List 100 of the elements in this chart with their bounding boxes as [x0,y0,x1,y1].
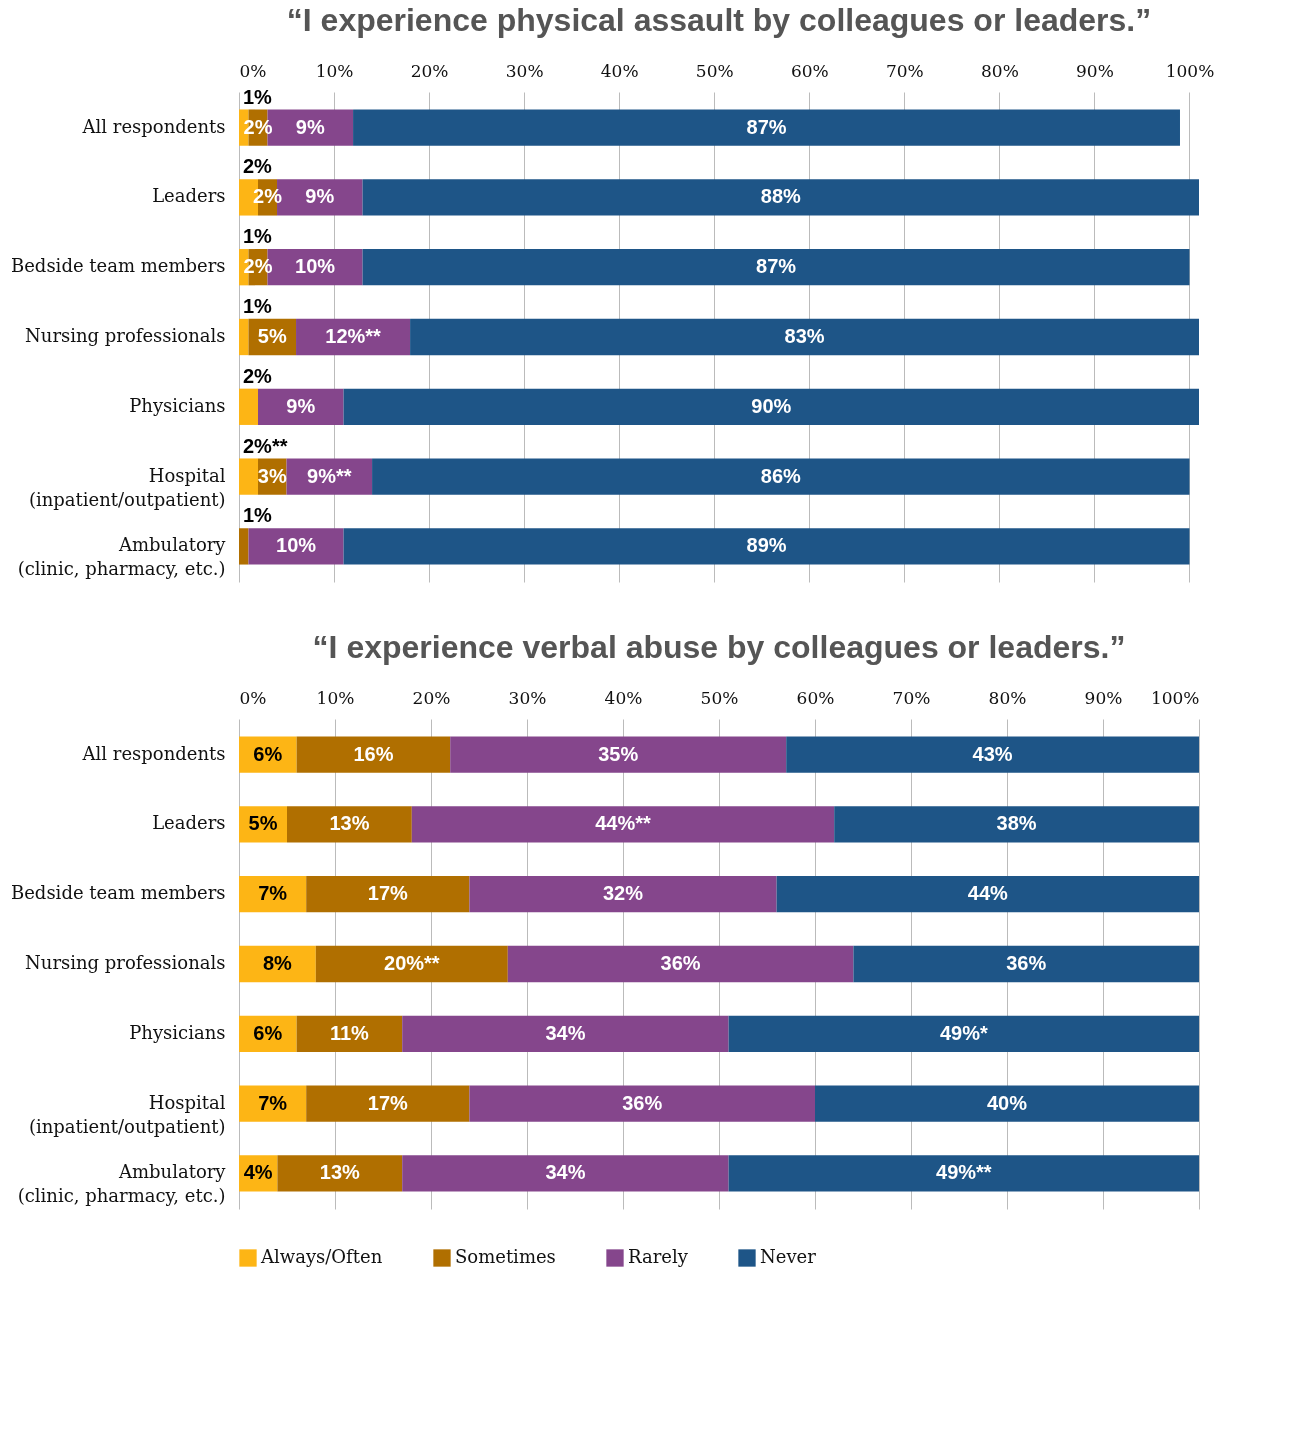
data-label: 10% [295,255,336,278]
data-label: 12%** [325,325,382,347]
x-tick-label: 50% [700,687,739,708]
data-label: 1% [243,504,273,527]
bar [834,806,1199,843]
data-label: 36% [622,1091,663,1114]
bar [410,318,1199,356]
legend-label: Sometimes [455,1246,556,1267]
bar [287,806,412,843]
data-label: 43% [972,742,1013,765]
bar [239,1085,307,1122]
bar [776,876,1199,913]
data-label: 7% [258,1091,288,1114]
y-tick-label: Physicians [129,1021,226,1043]
x-tick-label: 80% [988,687,1027,708]
bar [402,1015,729,1052]
bar [507,945,854,983]
x-tick-label: 10% [315,60,354,81]
x-tick-label: 70% [885,60,924,81]
data-label: 34% [545,1021,586,1044]
data-label: 32% [602,882,644,905]
bar [728,1155,1199,1192]
x-tick-label: 0% [239,687,267,708]
bar [277,1155,403,1192]
data-label: 8% [262,952,293,974]
data-label: 1% [243,85,273,108]
data-label: 36% [660,952,701,974]
data-label: 7% [258,882,288,905]
data-label: 2% [243,155,273,178]
data-label: 40% [986,1091,1028,1114]
y-tick-label: All respondents [81,742,226,764]
y-tick-label: Ambulatory (clinic, pharmacy, etc.) [17,1161,227,1207]
bar [239,528,249,565]
y-tick-label: Bedside team members [10,882,226,904]
bar [469,1085,815,1122]
data-label: 49%* [939,1021,988,1044]
x-tick-label: 90% [1076,60,1114,81]
data-label: 88% [760,185,802,208]
bar [296,736,451,773]
x-tick-label: 70% [892,687,931,708]
data-label: 2% [243,364,273,387]
data-label: 2% [243,115,273,138]
data-label: 87% [746,115,787,138]
x-tick-label: 20% [410,60,449,81]
x-tick-label: 40% [600,60,639,81]
bar [258,388,344,425]
bar [239,388,259,425]
data-label: 44% [967,882,1009,905]
x-tick-label: 90% [1084,687,1123,708]
bar [306,876,470,913]
data-label: 2%** [243,434,288,457]
y-tick-label: Ambulatory (clinic, pharmacy, etc.) [17,534,227,580]
bar [469,876,777,913]
bar [239,318,249,356]
bar [372,458,1190,495]
y-tick-label: Hospital (inpatient/outpatient) [28,1091,226,1137]
data-label: 1% [243,295,273,317]
bar [296,1015,403,1052]
data-label: 10% [276,534,317,557]
x-tick-label: 50% [695,60,734,81]
data-label: 90% [751,394,792,417]
data-label: 49%** [936,1161,992,1184]
bar [343,388,1199,425]
bar [786,736,1199,773]
y-tick-label: Nursing professionals [25,325,226,346]
data-label: 5% [257,325,287,347]
y-tick-label: Leaders [152,185,226,207]
y-tick-label: Nursing professionals [25,952,226,973]
data-label: 1% [243,225,273,248]
data-label: 34% [545,1161,586,1184]
y-tick-label: All respondents [81,115,226,137]
data-label: 36% [1006,952,1047,974]
bar [315,945,508,983]
x-tick-label: 60% [790,60,829,81]
x-tick-label: 100% [1165,60,1215,81]
data-label: 6% [253,742,283,765]
data-label: 5% [248,812,278,835]
data-label: 87% [756,255,797,278]
legend-label: Always/Often [260,1246,383,1267]
data-label: 6% [253,1021,283,1044]
y-tick-label: Physicians [129,394,226,416]
bar [239,458,259,495]
bar [362,249,1190,286]
x-tick-label: 60% [796,687,835,708]
data-label: 13% [329,812,370,835]
data-label: 16% [353,742,394,765]
data-label: 35% [598,742,639,765]
data-label: 9% [305,185,335,208]
x-tick-label: 100% [1150,687,1200,708]
bar [239,736,297,773]
data-label: 9%** [307,464,352,487]
data-label: 11% [329,1021,370,1044]
bar [450,736,787,773]
y-tick-label: Leaders [152,812,226,834]
x-tick-label: 10% [316,687,355,708]
chart-title: “I experience verbal abuse by colleagues or leaders.” [312,629,1126,665]
bar [815,1085,1199,1122]
x-tick-label: 20% [412,687,451,708]
chart-title: “I experience physical assault by colleagues or leaders.” [286,2,1152,38]
data-label: 9% [286,394,316,417]
